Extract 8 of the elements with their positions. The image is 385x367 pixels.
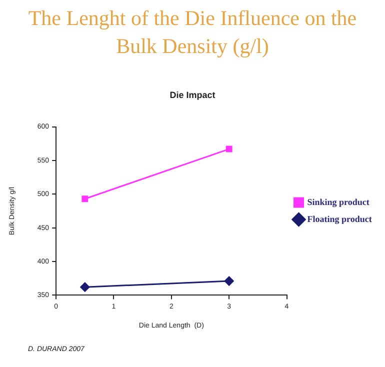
legend-label: Sinking product [307, 196, 370, 207]
chart-title: The Lenght of the Die Influence on the Bulk Density (g/l) [27, 5, 358, 60]
point [80, 282, 90, 292]
point [226, 146, 232, 152]
point [82, 196, 88, 202]
chart-subtitle: Die Impact [170, 90, 216, 100]
legend-label: Floating product [307, 214, 372, 224]
point [224, 276, 234, 286]
